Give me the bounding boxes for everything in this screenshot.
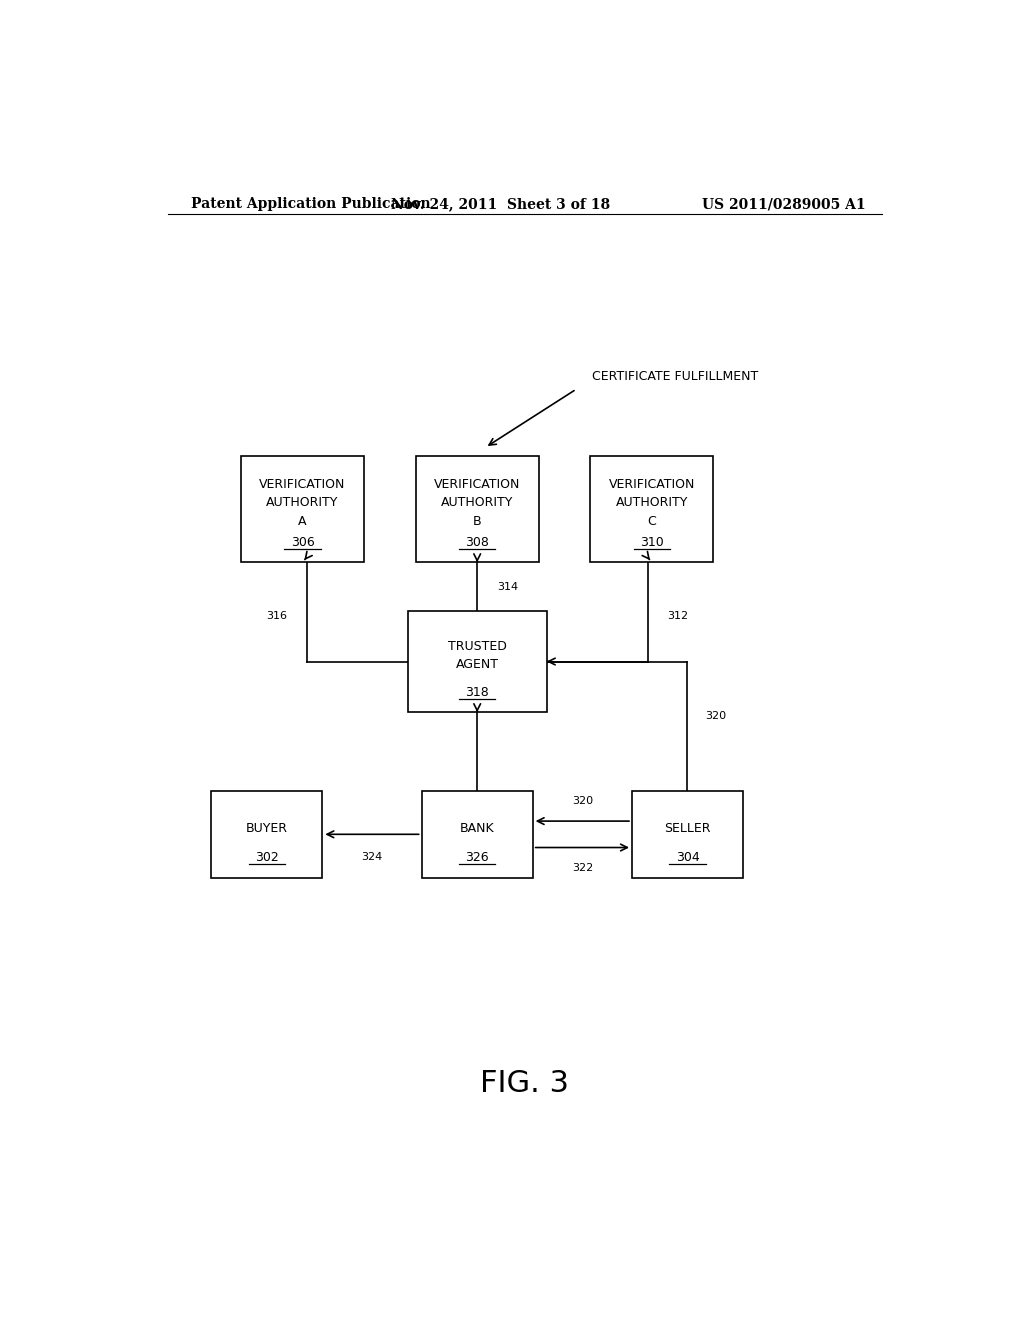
Text: US 2011/0289005 A1: US 2011/0289005 A1 bbox=[702, 197, 866, 211]
Text: C: C bbox=[647, 515, 656, 528]
FancyBboxPatch shape bbox=[241, 455, 365, 562]
Text: FIG. 3: FIG. 3 bbox=[480, 1069, 569, 1098]
Text: 320: 320 bbox=[571, 796, 593, 805]
Text: 314: 314 bbox=[497, 582, 518, 591]
FancyBboxPatch shape bbox=[422, 791, 532, 878]
Text: BUYER: BUYER bbox=[246, 822, 288, 834]
Text: Patent Application Publication: Patent Application Publication bbox=[191, 197, 431, 211]
Text: AUTHORITY: AUTHORITY bbox=[615, 496, 688, 510]
FancyBboxPatch shape bbox=[408, 611, 547, 713]
Text: AUTHORITY: AUTHORITY bbox=[266, 496, 339, 510]
Text: 310: 310 bbox=[640, 536, 664, 549]
Text: 304: 304 bbox=[676, 850, 699, 863]
FancyBboxPatch shape bbox=[211, 791, 323, 878]
Text: 324: 324 bbox=[361, 851, 383, 862]
Text: SELLER: SELLER bbox=[665, 822, 711, 834]
Text: BANK: BANK bbox=[460, 822, 495, 834]
Text: 318: 318 bbox=[465, 685, 489, 698]
Text: 302: 302 bbox=[255, 850, 279, 863]
Text: B: B bbox=[473, 515, 481, 528]
Text: TRUSTED: TRUSTED bbox=[447, 640, 507, 653]
Text: 326: 326 bbox=[465, 850, 489, 863]
Text: VERIFICATION: VERIFICATION bbox=[434, 478, 520, 491]
Text: 306: 306 bbox=[291, 536, 314, 549]
Text: 320: 320 bbox=[705, 711, 726, 721]
Text: Nov. 24, 2011  Sheet 3 of 18: Nov. 24, 2011 Sheet 3 of 18 bbox=[391, 197, 610, 211]
Text: AGENT: AGENT bbox=[456, 659, 499, 671]
Text: 308: 308 bbox=[465, 536, 489, 549]
Text: VERIFICATION: VERIFICATION bbox=[608, 478, 695, 491]
FancyBboxPatch shape bbox=[632, 791, 743, 878]
FancyBboxPatch shape bbox=[416, 455, 539, 562]
Text: 316: 316 bbox=[266, 611, 287, 620]
Text: 312: 312 bbox=[668, 611, 688, 620]
Text: CERTIFICATE FULFILLMENT: CERTIFICATE FULFILLMENT bbox=[592, 371, 759, 383]
Text: AUTHORITY: AUTHORITY bbox=[441, 496, 513, 510]
Text: 322: 322 bbox=[571, 863, 593, 873]
Text: A: A bbox=[298, 515, 307, 528]
FancyBboxPatch shape bbox=[590, 455, 714, 562]
Text: VERIFICATION: VERIFICATION bbox=[259, 478, 346, 491]
